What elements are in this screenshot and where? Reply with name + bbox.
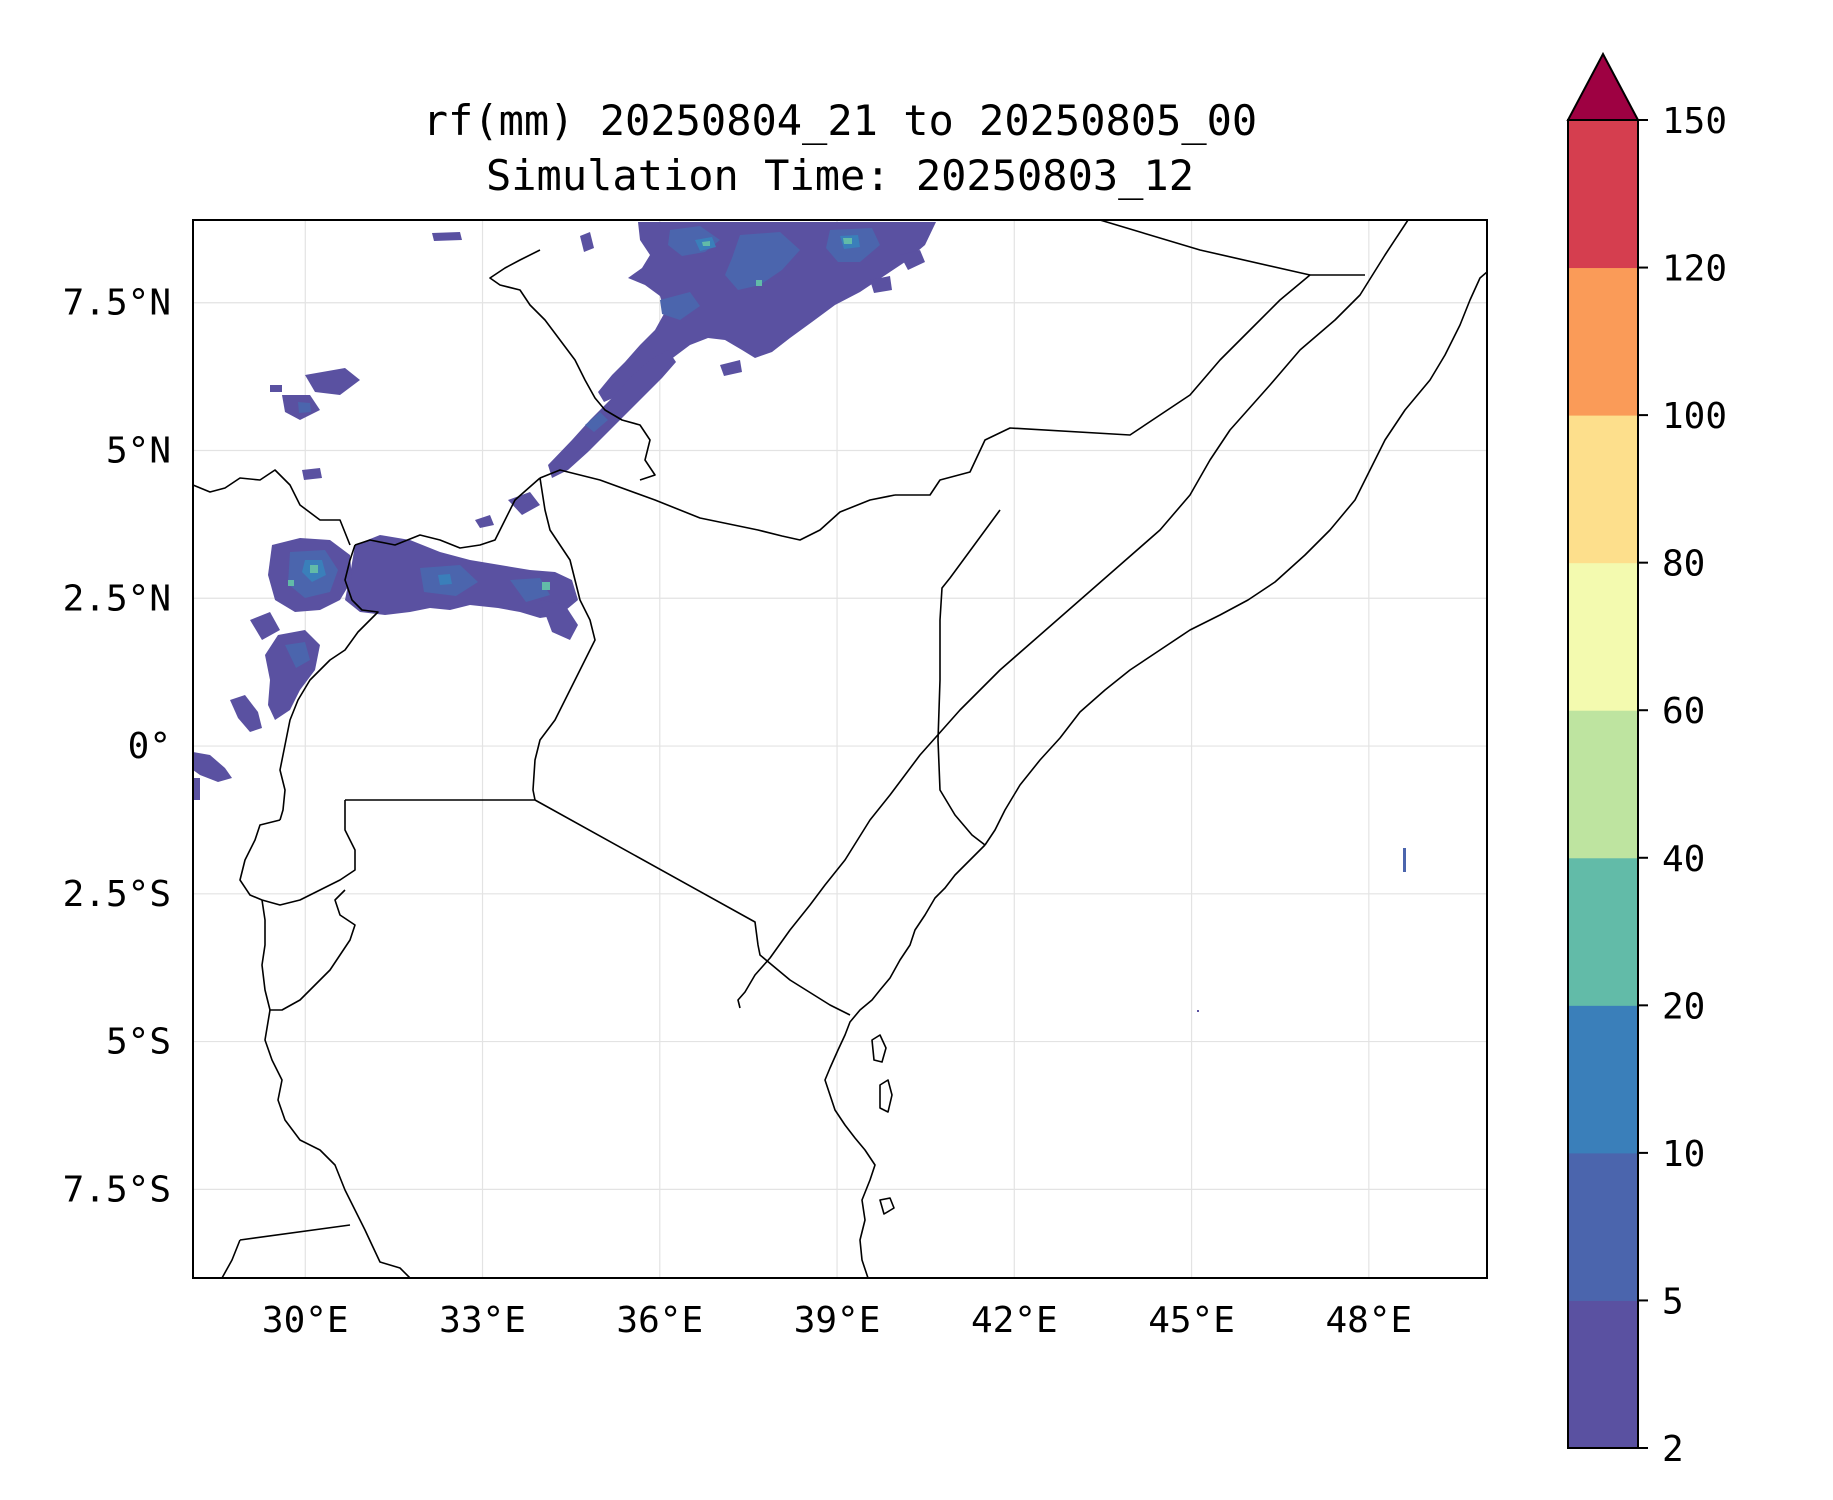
rain-speck-east bbox=[1197, 848, 1406, 1012]
colorbar-tick-label: 40 bbox=[1662, 839, 1705, 880]
colorbar-bin bbox=[1568, 120, 1638, 269]
border-south-sudan-drc-car bbox=[193, 469, 351, 546]
colorbar-tick-label: 5 bbox=[1662, 1281, 1684, 1322]
border-south-sudan-uganda bbox=[354, 477, 541, 549]
colorbar-bin bbox=[1568, 710, 1638, 859]
lon-tick-label: 42°E bbox=[971, 1300, 1058, 1341]
plot-title-line-1: rf(mm) 20250804_21 to 20250805_00 bbox=[422, 96, 1258, 145]
colorbar-bin bbox=[1568, 267, 1638, 416]
lon-tick-label: 36°E bbox=[616, 1300, 703, 1341]
island-mafia bbox=[879, 1197, 895, 1215]
colorbar-tick-label: 2 bbox=[1662, 1429, 1684, 1470]
colorbar-extend-arrow bbox=[1566, 51, 1640, 121]
border-zambia-tanzania bbox=[239, 1224, 351, 1241]
border-ethiopia-somalia bbox=[895, 274, 1365, 496]
border-rwanda-burundi bbox=[239, 800, 356, 906]
border-zambia-south bbox=[221, 1239, 241, 1278]
colorbar-tick-label: 20 bbox=[1662, 986, 1705, 1027]
rainfall-contours bbox=[193, 222, 1406, 1012]
lat-tick-label: 2.5°S bbox=[63, 874, 171, 915]
border-burundi-tanzania bbox=[261, 889, 356, 1011]
colorbar-bin bbox=[1568, 1300, 1638, 1449]
colorbar-tick-label: 120 bbox=[1662, 249, 1727, 290]
colorbar-frame bbox=[1567, 119, 1639, 1449]
lat-tick-label: 0° bbox=[128, 726, 171, 767]
colorbar-tick-label: 60 bbox=[1662, 691, 1705, 732]
rain-band-uganda bbox=[345, 535, 578, 640]
lat-tick-label: 7.5°S bbox=[63, 1169, 171, 1210]
rain-cell-drc-east bbox=[193, 538, 352, 800]
border-sudan-south-sudan-ethiopia bbox=[489, 249, 656, 481]
island-zanzibar bbox=[871, 1034, 887, 1063]
lon-tick-label: 45°E bbox=[1148, 1300, 1235, 1341]
lon-tick-label: 48°E bbox=[1325, 1300, 1412, 1341]
map-frame bbox=[192, 219, 1488, 1279]
lon-tick-label: 33°E bbox=[439, 1300, 526, 1341]
plot-title-line-2: Simulation Time: 20250803_12 bbox=[485, 151, 1194, 200]
lon-tick-label: 30°E bbox=[262, 1300, 349, 1341]
gridlines bbox=[193, 220, 1487, 1278]
lon-tick-label: 39°E bbox=[794, 1300, 881, 1341]
border-tanzania-kenya-uganda bbox=[345, 799, 851, 1016]
island-pemba bbox=[879, 1079, 893, 1113]
border-ethiopia-kenya bbox=[539, 469, 896, 541]
colorbar-tick-label: 100 bbox=[1662, 396, 1727, 437]
longitude-tick-labels: 30°E 33°E 36°E 39°E 42°E 45°E 48°E bbox=[262, 1300, 1412, 1341]
colorbar: 2 5 10 20 40 60 80 100 120 150 bbox=[1566, 51, 1727, 1470]
border-kenya-somalia bbox=[937, 509, 1001, 846]
rain-cell-north-ethiopia bbox=[432, 222, 936, 402]
colorbar-bin bbox=[1568, 1005, 1638, 1154]
lat-tick-label: 5°N bbox=[106, 431, 171, 472]
colorbar-bin bbox=[1568, 415, 1638, 564]
colorbar-tick-label: 80 bbox=[1662, 544, 1705, 585]
colorbar-bin bbox=[1568, 857, 1638, 1006]
border-lake-tanganyika-west bbox=[264, 1009, 411, 1278]
country-borders-and-coastlines bbox=[193, 220, 1487, 1278]
colorbar-bin bbox=[1568, 562, 1638, 711]
colorbar-tick-label: 150 bbox=[1662, 101, 1727, 142]
border-ethiopia-eritrea-djibouti bbox=[1099, 220, 1311, 276]
lat-tick-label: 7.5°N bbox=[63, 283, 171, 324]
coastline-gulf-of-aden-horn bbox=[984, 271, 1487, 846]
border-uganda-drc bbox=[279, 544, 379, 821]
rain-cell-south-sudan-border bbox=[475, 350, 676, 528]
coastline-red-sea-somalia bbox=[737, 220, 1409, 1009]
border-uganda-kenya bbox=[532, 477, 596, 801]
lat-tick-label: 5°S bbox=[106, 1022, 171, 1063]
rain-cell-drc-north bbox=[270, 368, 360, 480]
colorbar-bin bbox=[1568, 1152, 1638, 1301]
lat-tick-label: 2.5°N bbox=[63, 578, 171, 619]
latitude-tick-labels: 7.5°N 5°N 2.5°N 0° 2.5°S 5°S 7.5°S bbox=[63, 283, 171, 1211]
coastline-east-africa bbox=[824, 844, 986, 1278]
colorbar-tick-label: 10 bbox=[1662, 1134, 1705, 1175]
